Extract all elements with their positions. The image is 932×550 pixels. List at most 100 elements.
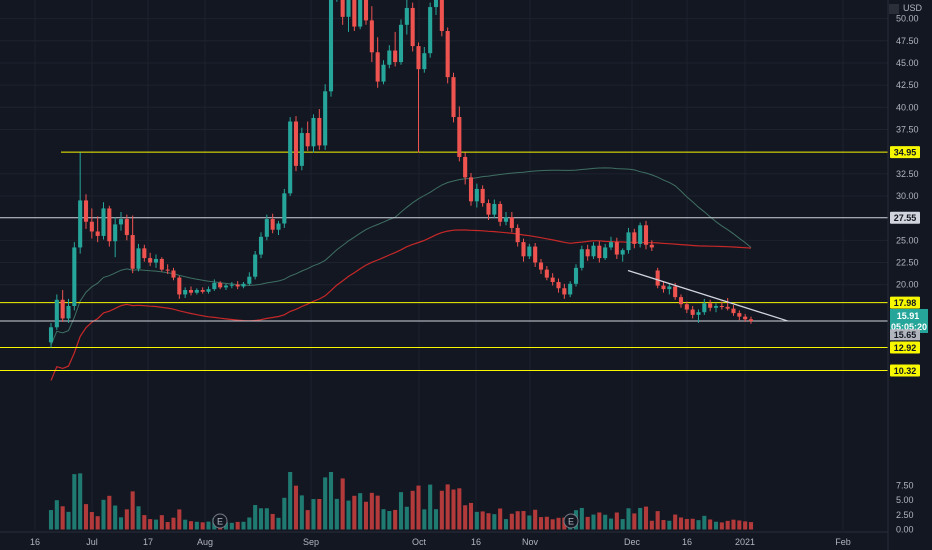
event-marker-label: E xyxy=(217,517,223,527)
time-tick: Dec xyxy=(624,537,641,547)
candle-body xyxy=(486,203,491,215)
volume-bar xyxy=(463,505,468,530)
volume-bar xyxy=(305,510,310,530)
volume-bar xyxy=(661,520,666,530)
volume-bar xyxy=(556,517,561,530)
volume-bar xyxy=(538,517,544,530)
price-tick: 37.50 xyxy=(896,124,919,134)
volume-tick: 7.50 xyxy=(896,480,914,490)
volume-bar xyxy=(328,471,334,530)
volume-tick: 0.00 xyxy=(896,525,914,535)
volume-bar xyxy=(48,510,54,530)
candle-body xyxy=(451,77,456,118)
volume-bar xyxy=(521,511,526,530)
candle-body xyxy=(107,208,112,242)
time-tick: Aug xyxy=(197,537,213,547)
prev-close: 15.65 xyxy=(894,330,917,340)
volume-bar xyxy=(375,495,380,530)
candle-body xyxy=(591,245,596,257)
volume-bar xyxy=(369,492,374,530)
candle-body xyxy=(276,223,281,230)
volume-bar xyxy=(708,519,713,530)
volume-bar xyxy=(177,509,182,530)
volume-bar xyxy=(632,513,637,530)
volume-bar xyxy=(223,522,229,530)
candle-body xyxy=(188,290,194,293)
volume-bar xyxy=(142,515,147,530)
candle-body xyxy=(363,0,369,21)
volume-bar xyxy=(101,499,106,530)
candle-body xyxy=(142,248,147,259)
volume-bar xyxy=(579,507,584,530)
price-tick: 30.00 xyxy=(896,191,919,201)
volume-bar xyxy=(731,519,736,530)
volume-bar xyxy=(107,495,112,530)
volume-bar xyxy=(276,517,281,530)
level-label: 12.92 xyxy=(894,343,917,353)
candle-body xyxy=(165,269,170,271)
candle-body xyxy=(713,305,719,308)
time-tick: 16 xyxy=(682,537,692,547)
candle-body xyxy=(264,219,269,237)
candle-body xyxy=(737,313,742,317)
volume-bar xyxy=(404,506,409,530)
volume-bar xyxy=(171,517,176,530)
volume-bar xyxy=(492,514,497,530)
currency-label: USD xyxy=(903,3,923,13)
horizontal-levels xyxy=(0,151,888,372)
volume-bar xyxy=(638,507,643,530)
candle-body xyxy=(206,289,211,292)
candle-body xyxy=(113,224,118,242)
volume-bar xyxy=(597,512,602,530)
settings-icon xyxy=(889,4,899,14)
time-tick: Jul xyxy=(86,537,98,547)
level-label: 27.55 xyxy=(894,213,917,223)
volume-bar xyxy=(498,508,503,530)
candle-body xyxy=(608,242,614,248)
volume-bar xyxy=(258,508,264,530)
candle-body xyxy=(305,133,310,147)
candle-body xyxy=(95,231,100,236)
candle-body xyxy=(527,246,532,257)
volume-bar xyxy=(241,521,246,530)
volume-bar xyxy=(89,512,94,530)
candle-body xyxy=(661,285,666,290)
volume-bar xyxy=(398,492,404,530)
candle-body xyxy=(299,133,304,166)
candle-body xyxy=(83,200,89,222)
volume-bar xyxy=(340,478,345,530)
volume-bar xyxy=(696,520,701,530)
candle-body xyxy=(748,319,754,322)
volume-bar xyxy=(503,519,509,530)
volume-bar xyxy=(363,501,369,530)
candle-body xyxy=(118,219,124,225)
candle-body xyxy=(480,188,485,204)
candle-body xyxy=(626,232,631,251)
candle-body xyxy=(54,299,59,328)
candle-body xyxy=(387,50,392,65)
volume-bar xyxy=(188,521,194,530)
candle-body xyxy=(743,316,748,320)
candle-body xyxy=(678,297,684,305)
candle-body xyxy=(311,117,316,147)
candle-body xyxy=(422,53,427,70)
level-badge xyxy=(890,341,920,354)
candle-body xyxy=(533,246,538,263)
volume-bar xyxy=(474,511,479,530)
candle-body xyxy=(194,290,199,293)
candle-body xyxy=(573,267,579,284)
moving-averages xyxy=(50,167,752,381)
candle-body xyxy=(101,208,106,236)
volume-bar xyxy=(614,512,619,530)
volume-bar xyxy=(183,519,188,530)
candle-body xyxy=(375,52,380,82)
price-tick: 45.00 xyxy=(896,58,919,68)
volume-bar xyxy=(480,511,485,530)
event-marker-label: E xyxy=(568,517,574,527)
volume-bar xyxy=(428,484,433,530)
volume-bar xyxy=(748,522,754,530)
candle-body xyxy=(515,227,520,243)
